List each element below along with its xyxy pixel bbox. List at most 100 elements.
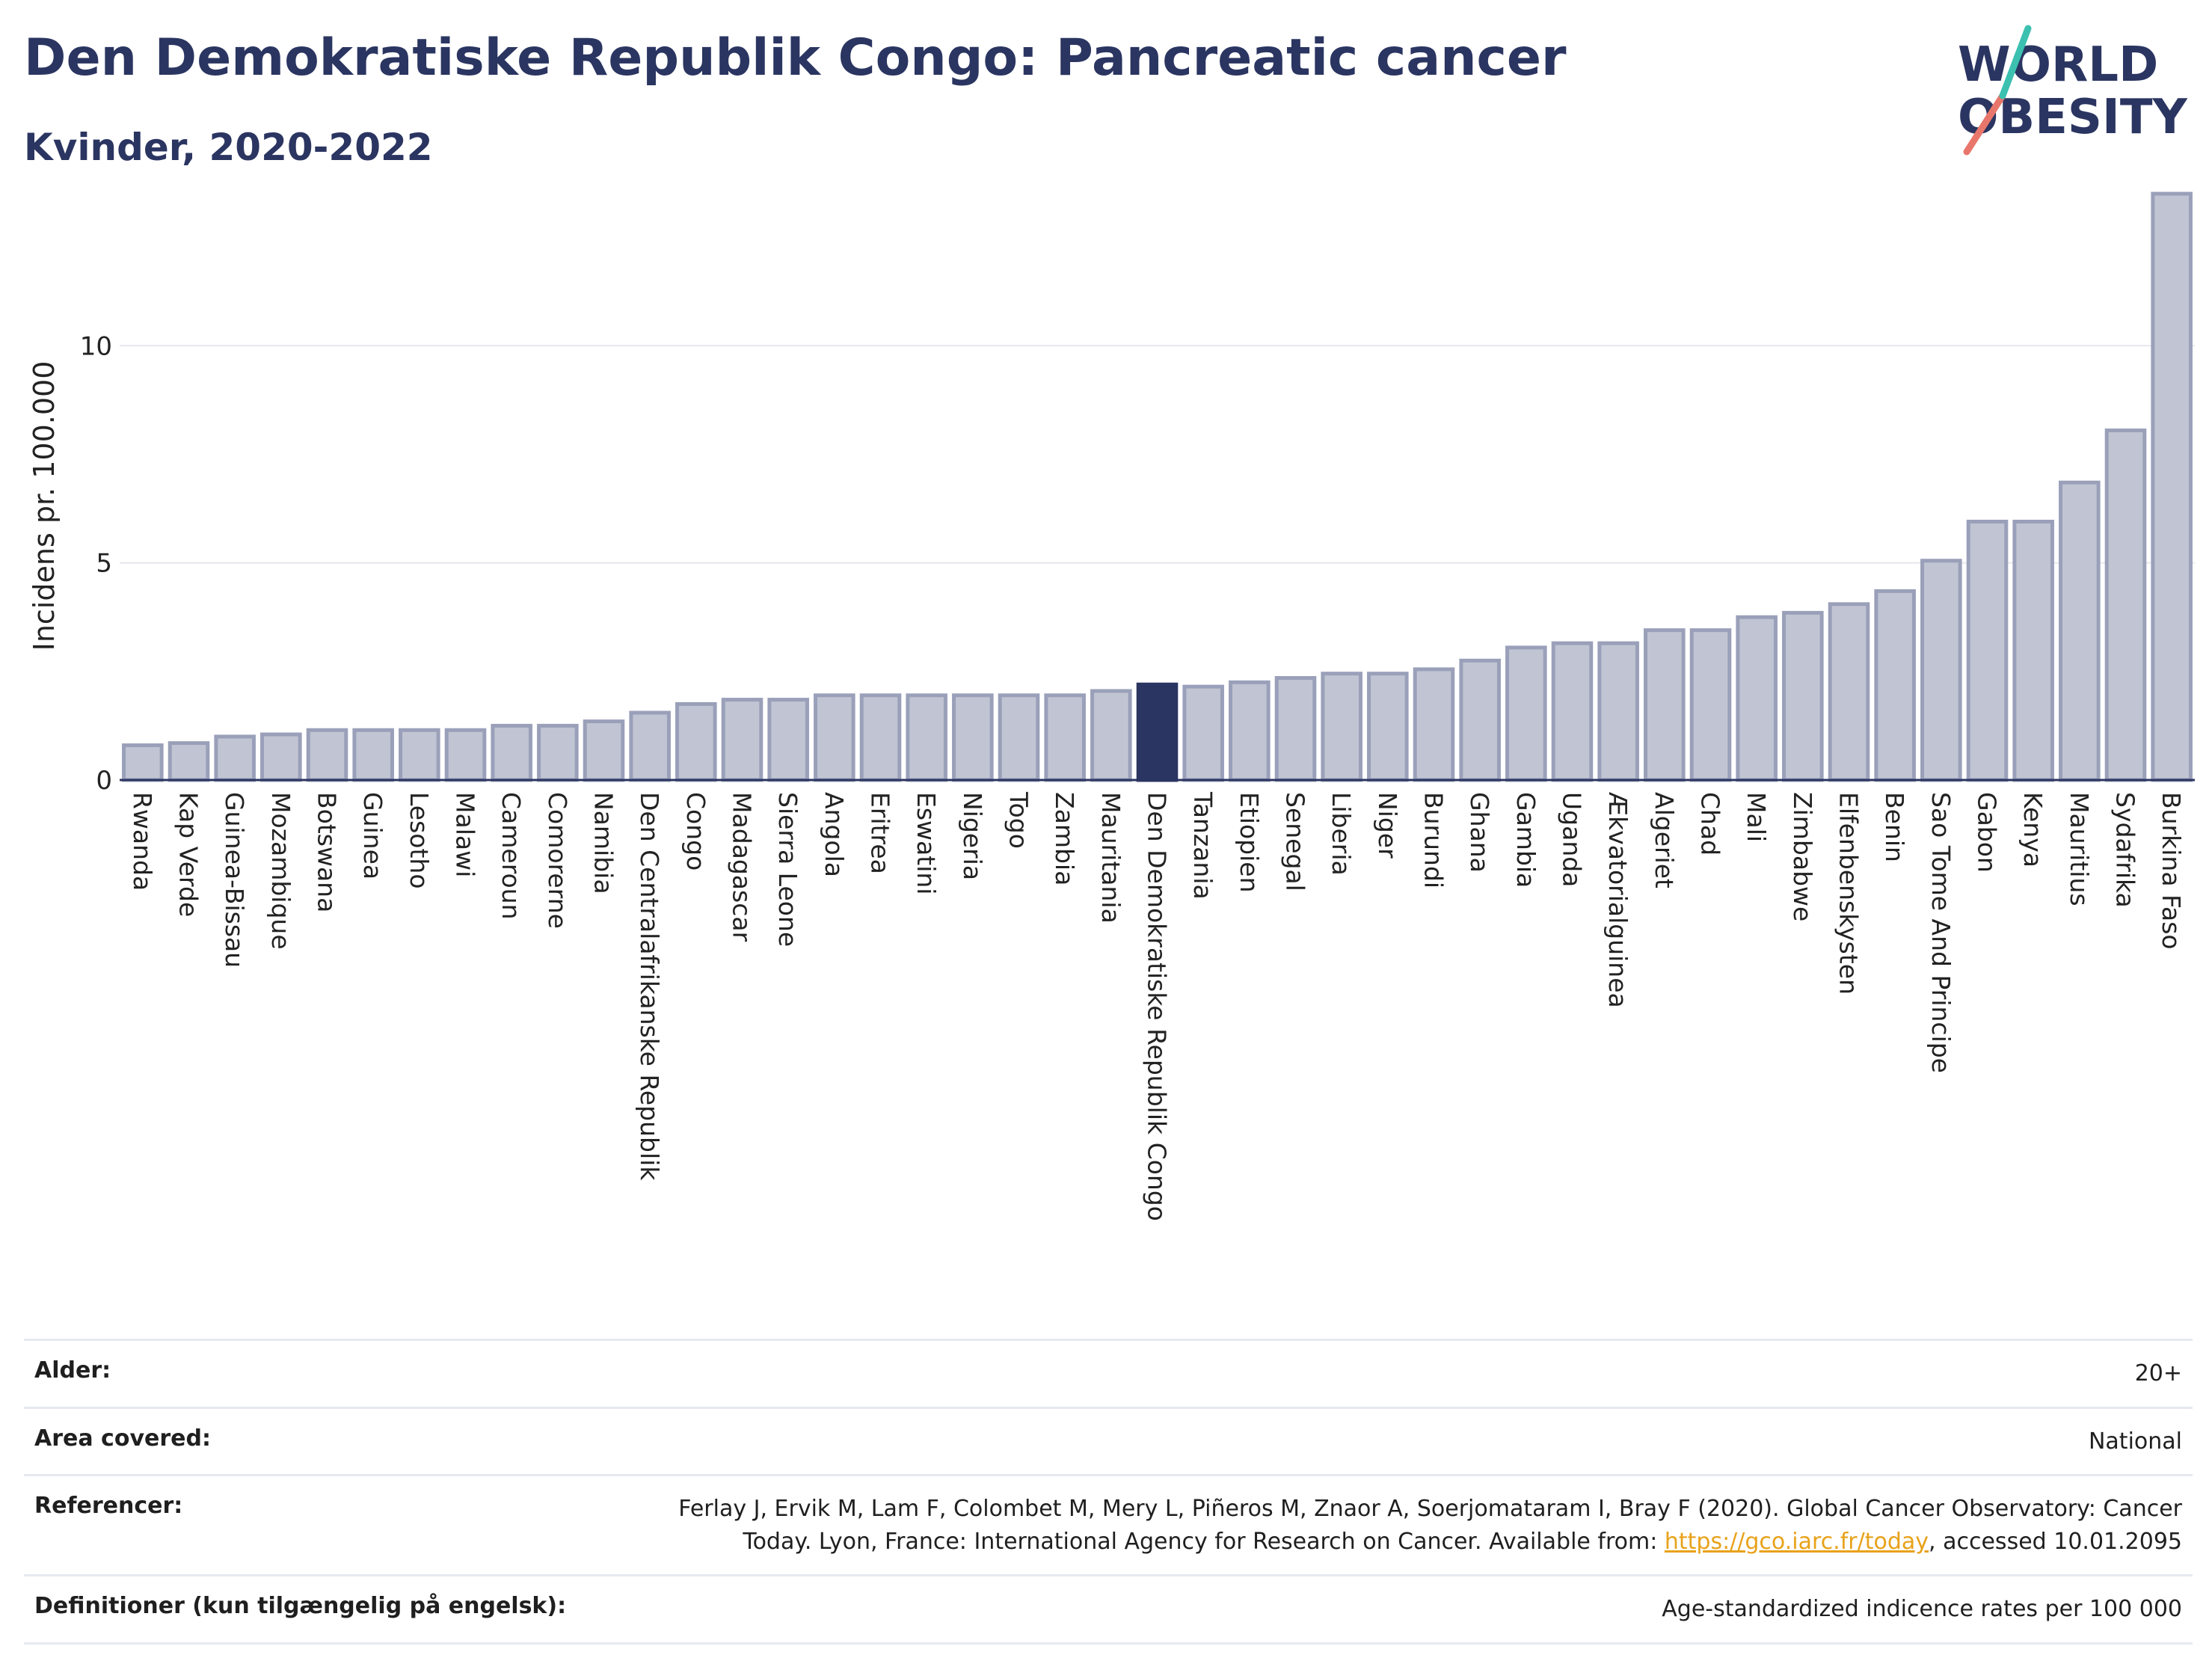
x-tick-label: Etiopien — [1235, 792, 1264, 892]
x-tick-label: Sydafrika — [2111, 792, 2140, 908]
bar — [1090, 689, 1132, 782]
x-tick-label: Liberia — [1327, 792, 1356, 876]
x-axis-labels: Rwanda Kap Verde Guinea-Bissau Mozambique Bo… — [128, 791, 2186, 1221]
bar — [906, 693, 947, 782]
x-tick-label: Sierra Leone — [773, 792, 802, 947]
x-tick-label: Angola — [820, 792, 849, 877]
x-tick-label: Guinea — [358, 792, 387, 879]
bar — [2059, 480, 2101, 782]
bar-highlighted — [1136, 682, 1179, 782]
x-tick-label: Chad — [1696, 792, 1725, 856]
gridlines — [120, 345, 2195, 564]
bar — [537, 723, 579, 782]
bar-chart: 0 5 10 Rwanda Kap Verde Guinea-Bissau Mozambi… — [28, 191, 2195, 1221]
x-tick-label: Cameroun — [497, 792, 526, 920]
bar — [1828, 602, 1870, 782]
chart-subtitle: Kvinder, 2020-2022 — [24, 126, 433, 169]
bar — [1274, 676, 1317, 782]
x-tick-label: Burkina Faso — [2157, 792, 2186, 950]
bar — [1920, 559, 1962, 782]
x-tick-label: Eswatini — [912, 792, 941, 894]
bar — [583, 719, 625, 782]
bar — [1229, 680, 1271, 782]
x-tick-label: Mozambique — [266, 792, 295, 950]
bar — [2104, 429, 2147, 782]
age-label: Alder: — [24, 1339, 628, 1409]
bar — [491, 723, 532, 782]
x-tick-label: Tanzania — [1188, 791, 1217, 900]
x-tick-label: Madagascar — [728, 792, 757, 942]
references-value: Ferlay J, Ervik M, Lam F, Colombet M, Me… — [628, 1474, 2193, 1576]
bar — [214, 734, 256, 782]
bar — [629, 710, 671, 782]
bar — [2012, 519, 2054, 782]
x-tick-label: Kenya — [2018, 792, 2047, 868]
definitions-label: Definitioner (kun tilgængelig på engelsk… — [24, 1574, 628, 1645]
x-tick-label: Kap Verde — [174, 792, 203, 917]
bar — [998, 693, 1040, 782]
x-tick-label: Gambia — [1511, 792, 1540, 888]
x-tick-label: Burundi — [1419, 792, 1448, 888]
bar — [1736, 615, 1778, 782]
x-tick-label: Zimbabwe — [1788, 792, 1817, 921]
metadata-table: Alder: 20+ Area covered: National Refere… — [24, 1339, 2193, 1645]
bar — [767, 698, 809, 782]
references-text: Ferlay J, Ervik M, Lam F, Colombet M, Me… — [678, 1496, 2182, 1555]
x-tick-label: Congo — [681, 792, 710, 871]
bar — [2151, 191, 2193, 782]
bar — [1505, 645, 1547, 782]
bar — [1874, 589, 1916, 782]
area-label: Area covered: — [24, 1406, 628, 1476]
x-tick-label: Ghana — [1465, 792, 1494, 873]
y-tick-label: 10 — [80, 331, 112, 361]
logo-slash-teal — [1999, 25, 2032, 99]
bar — [1782, 610, 1824, 782]
x-tick-label: Zambia — [1050, 792, 1079, 885]
bar — [122, 743, 164, 782]
age-value: 20+ — [628, 1339, 2193, 1409]
bar — [952, 693, 994, 782]
x-tick-label: Senegal — [1281, 792, 1310, 891]
x-tick-label: Uganda — [1558, 792, 1587, 887]
bar — [675, 701, 717, 782]
x-tick-label: Niger — [1373, 792, 1402, 859]
bars — [122, 191, 2193, 782]
bar — [1966, 519, 2009, 782]
references-suffix: , accessed 10.01.2095 — [1929, 1528, 2182, 1555]
bar — [814, 693, 855, 782]
x-tick-label: Rwanda — [128, 792, 157, 891]
x-tick-label: Gabon — [1973, 792, 2002, 873]
meta-row-area: Area covered: National — [24, 1406, 2193, 1476]
x-tick-label: Namibia — [589, 792, 618, 894]
bar — [859, 693, 902, 782]
x-tick-label: Sao Tome And Principe — [1926, 792, 1956, 1073]
bar — [1044, 693, 1086, 782]
bar — [399, 728, 440, 782]
x-tick-label: Benin — [1880, 792, 1909, 862]
references-label: Referencer: — [24, 1474, 628, 1576]
bar — [1644, 628, 1686, 782]
x-tick-label: Botswana — [313, 792, 342, 912]
meta-row-age: Alder: 20+ — [24, 1339, 2193, 1409]
references-link[interactable]: https://gco.iarc.fr/today — [1664, 1528, 1929, 1555]
bar — [306, 728, 348, 782]
y-axis-ticks: 0 5 10 — [80, 331, 112, 796]
meta-row-definitions: Definitioner (kun tilgængelig på engelsk… — [24, 1574, 2193, 1645]
meta-row-references: Referencer: Ferlay J, Ervik M, Lam F, Co… — [24, 1474, 2193, 1576]
bar — [1413, 667, 1455, 782]
bar — [444, 728, 487, 782]
chart-title: Den Demokratiske Republik Congo: Pancrea… — [24, 28, 1567, 87]
bar — [1367, 672, 1409, 782]
y-axis-label: Incidens pr. 100.000 — [28, 361, 61, 651]
bar — [168, 741, 210, 782]
bar — [260, 732, 302, 782]
x-tick-label: Ækvatorialguinea — [1603, 792, 1632, 1008]
x-tick-label: Eritrea — [866, 792, 895, 874]
x-tick-label: Den Demokratiske Republik Congo — [1143, 792, 1172, 1221]
x-tick-label: Guinea-Bissau — [220, 792, 249, 968]
x-tick-label: Lesotho — [405, 792, 434, 889]
area-value: National — [628, 1406, 2193, 1476]
bar — [1321, 672, 1362, 782]
x-tick-label: Malawi — [451, 792, 480, 877]
x-tick-label: Elfenbenskysten — [1834, 792, 1864, 995]
